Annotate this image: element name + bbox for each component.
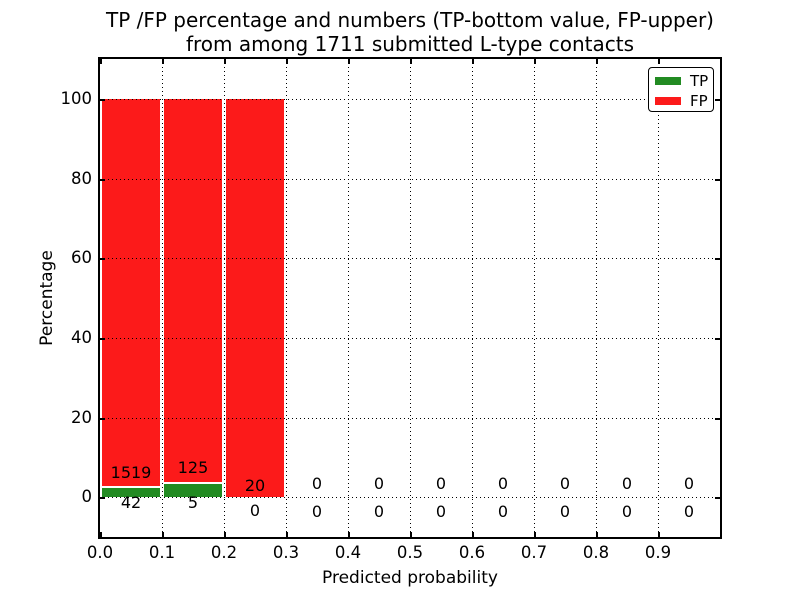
x-tick-mark — [534, 532, 536, 537]
chart-title-line1: TP /FP percentage and numbers (TP-bottom… — [106, 8, 714, 32]
x-tick-mark-top — [658, 59, 660, 64]
v-gridline — [162, 59, 163, 537]
x-tick-label: 0.0 — [86, 543, 114, 562]
x-tick-mark — [286, 532, 288, 537]
y-tick-mark-right — [715, 337, 720, 340]
x-tick-mark-top — [596, 59, 598, 64]
fp-count-label: 0 — [683, 474, 695, 493]
x-tick-label: 0.6 — [458, 543, 486, 562]
x-tick-mark — [162, 532, 164, 537]
y-tick-mark-right — [715, 417, 720, 420]
y-tick-mark — [100, 258, 105, 261]
x-tick-mark — [348, 532, 350, 537]
x-tick-mark-top — [162, 59, 164, 64]
fp-legend-label: FP — [690, 92, 708, 110]
x-tick-mark — [224, 532, 226, 537]
y-tick-mark — [100, 417, 105, 420]
y-tick-mark — [100, 337, 105, 340]
x-tick-mark-top — [410, 59, 412, 64]
y-tick-mark-right — [715, 98, 720, 101]
v-gridline — [472, 59, 473, 537]
x-tick-mark-top — [100, 59, 102, 64]
fp-count-label: 0 — [621, 474, 633, 493]
tp-count-label: 5 — [187, 493, 199, 512]
tp-count-label: 42 — [120, 493, 142, 512]
x-tick-label: 0.8 — [582, 543, 610, 562]
y-tick-mark-right — [715, 497, 720, 500]
x-tick-label: 0.5 — [396, 543, 424, 562]
x-tick-mark — [410, 532, 412, 537]
x-tick-mark-top — [472, 59, 474, 64]
y-tick-mark — [100, 178, 105, 181]
tp-count-label: 0 — [683, 502, 695, 521]
y-tick-mark — [100, 98, 105, 101]
fp-count-label: 0 — [373, 474, 385, 493]
x-tick-mark-top — [348, 59, 350, 64]
tp-count-label: 0 — [621, 502, 633, 521]
v-gridline — [348, 59, 349, 537]
v-gridline — [410, 59, 411, 537]
fp-legend-swatch — [655, 97, 681, 105]
v-gridline — [534, 59, 535, 537]
fp-count-label: 20 — [244, 476, 266, 495]
tp-legend-swatch — [655, 77, 681, 85]
x-tick-mark — [472, 532, 474, 537]
y-tick-label: 60 — [71, 248, 92, 267]
y-tick-label: 20 — [71, 408, 92, 427]
tp-count-label: 0 — [311, 502, 323, 521]
v-gridline — [596, 59, 597, 537]
y-tick-mark — [100, 497, 105, 500]
v-gridline — [658, 59, 659, 537]
fp-count-label: 0 — [559, 474, 571, 493]
tp-count-label: 0 — [373, 502, 385, 521]
tp-count-label: 0 — [497, 502, 509, 521]
tp-count-label: 0 — [249, 501, 261, 520]
y-tick-label: 0 — [81, 487, 93, 506]
chart-title-line2: from among 1711 submitted L-type contact… — [185, 32, 635, 56]
fp-bar-segment — [226, 99, 284, 497]
x-tick-label: 0.4 — [334, 543, 362, 562]
tp-bar-segment — [102, 486, 160, 497]
y-tick-mark-right — [715, 258, 720, 261]
y-tick-mark-right — [715, 178, 720, 181]
fp-count-label: 1519 — [110, 463, 152, 482]
fp-count-label: 0 — [311, 474, 323, 493]
y-axis-label: Percentage — [37, 250, 57, 346]
tp-bar-segment — [164, 482, 222, 497]
x-tick-label: 0.3 — [272, 543, 300, 562]
tp-count-label: 0 — [435, 502, 447, 521]
x-axis-label: Predicted probability — [322, 568, 498, 588]
tp-legend-label: TP — [690, 72, 709, 90]
legend-row-tp: TP — [649, 73, 713, 89]
x-tick-mark — [596, 532, 598, 537]
y-tick-label: 40 — [71, 328, 92, 347]
fp-count-label: 125 — [177, 458, 209, 477]
v-gridline — [286, 59, 287, 537]
x-tick-mark-top — [224, 59, 226, 64]
fp-count-label: 0 — [497, 474, 509, 493]
x-tick-mark — [658, 532, 660, 537]
v-gridline — [224, 59, 225, 537]
x-tick-mark-top — [286, 59, 288, 64]
fp-bar-segment — [164, 99, 222, 482]
x-tick-label: 0.9 — [644, 543, 672, 562]
legend: TP FP — [648, 67, 714, 112]
x-tick-mark-top — [534, 59, 536, 64]
tp-count-label: 0 — [559, 502, 571, 521]
x-tick-label: 0.1 — [148, 543, 176, 562]
x-tick-mark — [100, 532, 102, 537]
y-tick-label: 100 — [60, 89, 93, 108]
legend-row-fp: FP — [649, 93, 713, 109]
plot-area: 1519 42 125 5 20 0 0 0 0 0 0 0 0 0 0 0 0 0 0 0 — [100, 59, 720, 537]
fp-bar-segment — [102, 99, 160, 486]
x-tick-label: 0.7 — [520, 543, 548, 562]
fp-count-label: 0 — [435, 474, 447, 493]
x-tick-label: 0.2 — [210, 543, 238, 562]
y-tick-label: 80 — [71, 169, 92, 188]
